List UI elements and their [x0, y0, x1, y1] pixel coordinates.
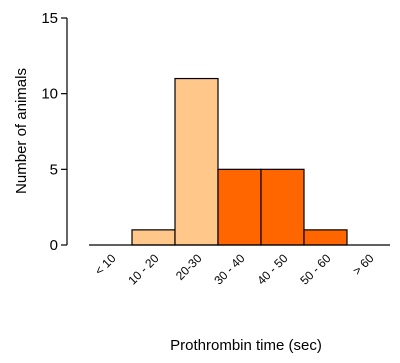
- x-tick-labels-group: < 10 10 - 20 20-30 30 - 40 40 - 50 50 - 60 > 6…: [92, 251, 377, 288]
- axes-group: [66, 18, 390, 246]
- y-tick-label: 10: [41, 86, 58, 103]
- bar: [131, 229, 176, 246]
- y-axis-label: Number of animals: [13, 68, 30, 194]
- bar: [174, 77, 219, 246]
- bar: [217, 168, 262, 246]
- y-tick-label: 5: [50, 161, 58, 178]
- x-tick-label: < 10: [92, 251, 119, 278]
- y-tick-label: 15: [41, 10, 58, 27]
- x-tick-label: 40 - 50: [254, 251, 291, 288]
- y-tick-label: 0: [50, 237, 58, 254]
- x-tick-label: 20-30: [173, 251, 205, 283]
- bar: [260, 168, 305, 246]
- y-ticks-group: 0 5 10 15: [41, 10, 67, 254]
- x-tick-label: > 60: [350, 251, 377, 278]
- x-tick-label: 10 - 20: [125, 251, 162, 288]
- x-axis-label: Prothrombin time (sec): [170, 337, 322, 354]
- bars-group: [131, 77, 348, 246]
- x-tick-label: 30 - 40: [211, 251, 248, 288]
- x-tick-label: 50 - 60: [297, 251, 334, 288]
- bar: [303, 229, 348, 246]
